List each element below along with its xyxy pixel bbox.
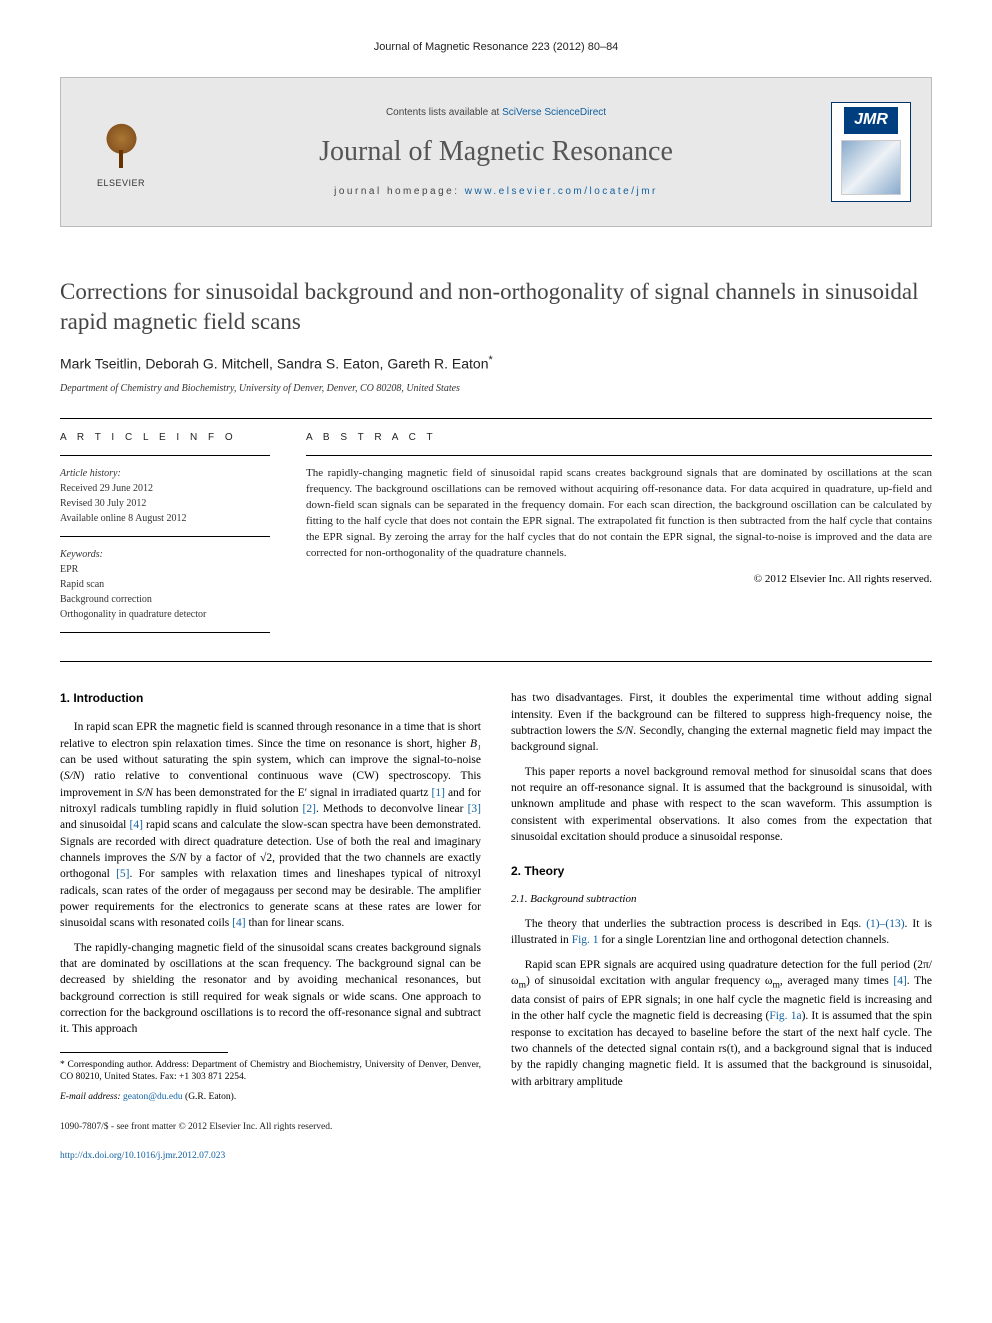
journal-name: Journal of Magnetic Resonance [161,132,831,171]
intro-paragraph-2: The rapidly-changing magnetic field of t… [60,940,481,1038]
var-sn: S/N [136,787,153,799]
body-two-column: 1. Introduction In rapid scan EPR the ma… [60,690,932,1104]
keywords-block: Keywords: EPR Rapid scan Background corr… [60,547,270,622]
divider [60,536,270,537]
homepage-link[interactable]: www.elsevier.com/locate/jmr [465,186,658,197]
ref-link-4[interactable]: [4] [130,819,143,831]
intro-paragraph-3: This paper reports a novel background re… [511,764,932,846]
intro-paragraph-2-cont: has two disadvantages. First, it doubles… [511,690,932,755]
subsection-heading-bg-sub: 2.1. Background subtraction [511,892,932,908]
ref-link-3[interactable]: [3] [468,803,481,815]
history-header: Article history: [60,466,270,481]
jmr-badge: JMR [844,107,898,133]
section-heading-theory: 2. Theory [511,863,932,880]
ref-link-2[interactable]: [2] [303,803,316,815]
author-list: Mark Tseitlin, Deborah G. Mitchell, Sand… [60,353,932,374]
info-abstract-row: A R T I C L E I N F O Article history: R… [60,431,932,643]
t: for a single Lorentzian line and orthogo… [599,934,890,946]
authors-text: Mark Tseitlin, Deborah G. Mitchell, Sand… [60,356,489,372]
theory-paragraph-1: The theory that underlies the subtractio… [511,916,932,949]
footer-issn: 1090-7807/$ - see front matter © 2012 El… [60,1121,932,1134]
article-info-label: A R T I C L E I N F O [60,431,270,445]
section-heading-intro: 1. Introduction [60,690,481,707]
publisher-name: ELSEVIER [97,177,145,190]
abstract-copyright: © 2012 Elsevier Inc. All rights reserved… [306,572,932,587]
keywords-header: Keywords: [60,547,270,562]
ref-link-4c[interactable]: [4] [893,975,906,987]
divider [60,632,270,633]
journal-reference: Journal of Magnetic Resonance 223 (2012)… [60,40,932,55]
var-sn: S/N [170,852,187,864]
homepage-line: journal homepage: www.elsevier.com/locat… [161,185,831,199]
keyword: Background correction [60,592,270,607]
publisher-logo-block: ELSEVIER [81,115,161,190]
article-info-column: A R T I C L E I N F O Article history: R… [60,431,270,643]
footnote-divider [60,1052,228,1053]
eqs-link[interactable]: (1)–(13) [866,918,904,930]
divider [306,455,932,456]
contents-prefix: Contents lists available at [386,107,502,118]
keyword: Rapid scan [60,577,270,592]
journal-banner: ELSEVIER Contents lists available at Sci… [60,77,932,227]
keyword: EPR [60,562,270,577]
t: than for linear scans. [246,917,345,929]
email-link[interactable]: geaton@du.edu [123,1092,183,1102]
ref-link-5[interactable]: [5] [116,868,129,880]
history-block: Article history: Received 29 June 2012 R… [60,466,270,526]
subscript-m: m [772,979,779,990]
divider [60,455,270,456]
footer-doi: http://dx.doi.org/10.1016/j.jmr.2012.07.… [60,1150,932,1163]
journal-cover-thumb: JMR [831,102,911,202]
t: , averaged many times [780,975,893,987]
cover-image-icon [841,140,901,195]
banner-center: Contents lists available at SciVerse Sci… [161,106,831,199]
corresponding-mark: * [489,354,493,366]
divider [60,418,932,419]
email-label: E-mail address: [60,1092,123,1102]
t: . Methods to deconvolve linear [316,803,468,815]
ref-link-1[interactable]: [1] [432,787,445,799]
abstract-column: A B S T R A C T The rapidly-changing mag… [306,431,932,643]
t: ) of sinusoidal excitation with angular … [526,975,772,987]
affiliation: Department of Chemistry and Biochemistry… [60,382,932,396]
elsevier-tree-icon [91,115,151,175]
email-name: (G.R. Eaton). [183,1092,237,1102]
intro-paragraph-1: In rapid scan EPR the magnetic field is … [60,719,481,931]
fig-link-1a[interactable]: Fig. 1a [769,1010,801,1022]
theory-paragraph-2: Rapid scan EPR signals are acquired usin… [511,957,932,1090]
t: The theory that underlies the subtractio… [525,918,866,930]
t: has been demonstrated for the E′ signal … [153,787,432,799]
var-sn: S/N [64,770,81,782]
fig-link-1[interactable]: Fig. 1 [572,934,599,946]
sciencedirect-link[interactable]: SciVerse ScienceDirect [502,107,606,118]
contents-available-line: Contents lists available at SciVerse Sci… [161,106,831,120]
var-sn: S/N [617,725,634,737]
doi-link[interactable]: http://dx.doi.org/10.1016/j.jmr.2012.07.… [60,1151,225,1161]
subscript-m: m [519,979,526,990]
divider [60,661,932,662]
t: In rapid scan EPR the magnetic field is … [60,721,481,749]
revised-date: Revised 30 July 2012 [60,496,270,511]
var-b1: B₁ [470,738,481,750]
article-title: Corrections for sinusoidal background an… [60,277,932,337]
ref-link-4b[interactable]: [4] [232,917,245,929]
homepage-prefix: journal homepage: [334,186,465,197]
email-footnote: E-mail address: geaton@du.edu (G.R. Eato… [60,1091,481,1103]
online-date: Available online 8 August 2012 [60,511,270,526]
abstract-label: A B S T R A C T [306,431,932,445]
abstract-text: The rapidly-changing magnetic field of s… [306,466,932,562]
received-date: Received 29 June 2012 [60,481,270,496]
keyword: Orthogonality in quadrature detector [60,607,270,622]
corresponding-footnote: * Corresponding author. Address: Departm… [60,1059,481,1084]
t: and sinusoidal [60,819,130,831]
